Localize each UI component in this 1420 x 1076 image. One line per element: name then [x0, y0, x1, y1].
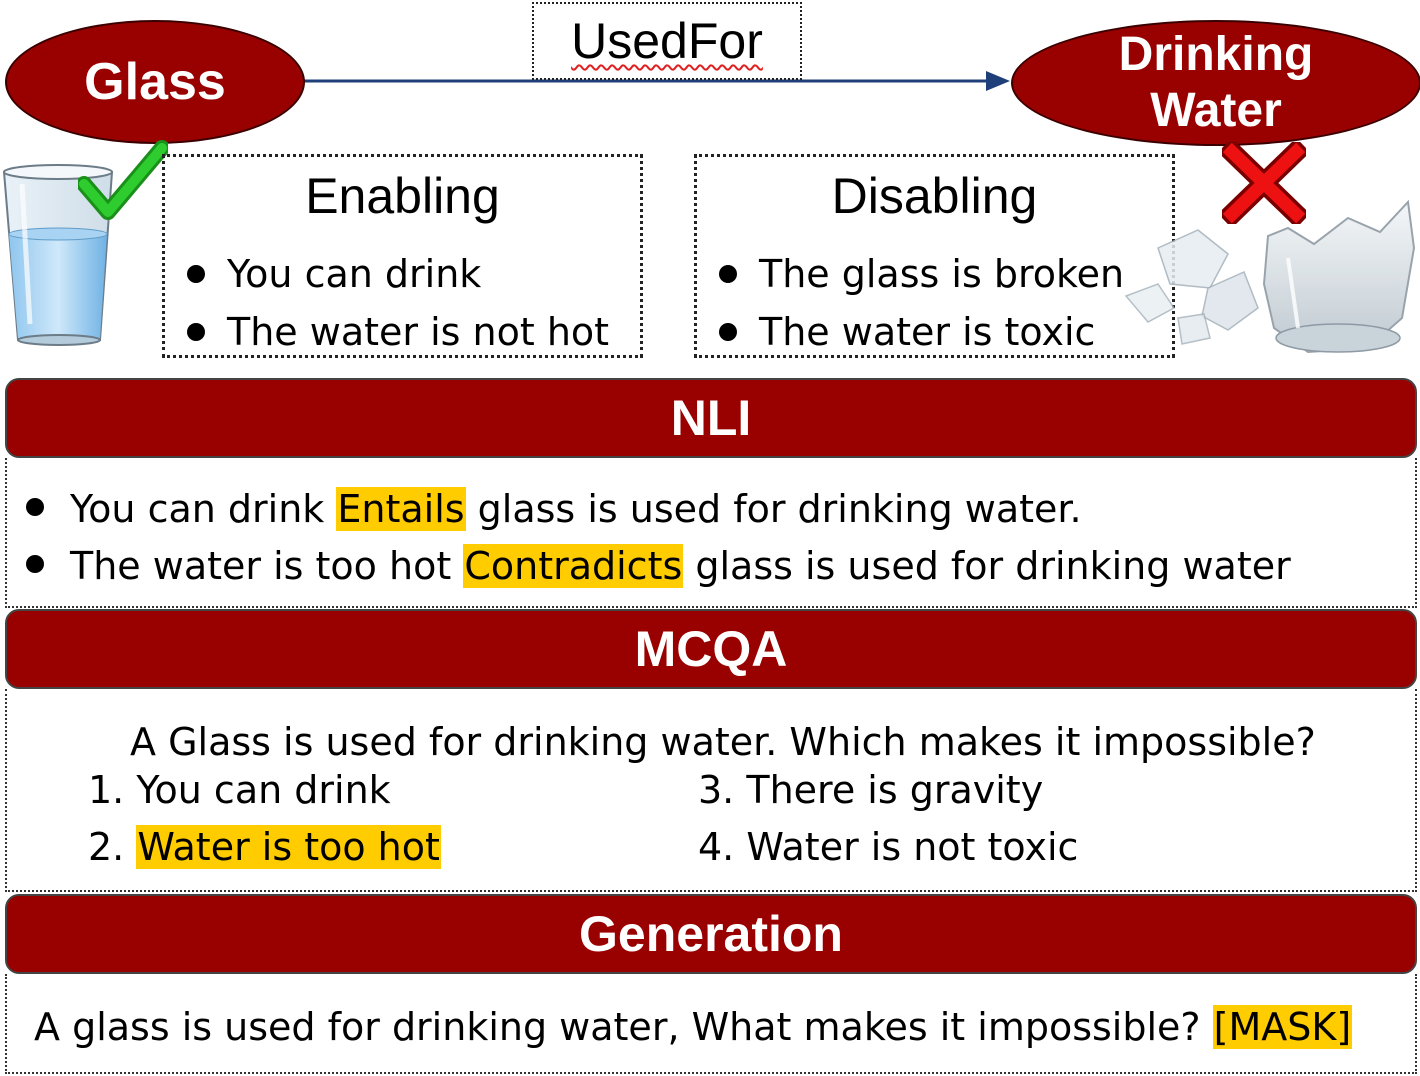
- glass-of-water-icon: [2, 164, 114, 346]
- nli-premise-2: The water is too hot: [70, 544, 464, 588]
- nli-example-1: You can drink Entails glass is used for …: [26, 486, 1082, 532]
- nli-header: NLI: [5, 378, 1417, 458]
- nli-label-entails: Entails: [336, 487, 466, 531]
- nli-label-contradicts: Contradicts: [463, 544, 684, 588]
- generation-header: Generation: [5, 894, 1417, 974]
- bullet-icon: [26, 498, 44, 516]
- disabling-item: The glass is broken: [718, 245, 1124, 303]
- disabling-box: Disabling The glass is broken The water …: [694, 154, 1175, 358]
- tail-node-drinking-water: Drinking Water: [1011, 20, 1420, 146]
- broken-glass-icon: [1124, 199, 1416, 354]
- enabling-title: Enabling: [305, 168, 500, 224]
- relation-label-box: UsedFor: [532, 2, 802, 80]
- relation-label: UsedFor: [571, 13, 763, 69]
- nli-body: [5, 458, 1417, 608]
- generation-body: [5, 974, 1417, 1074]
- enabling-item: The water is not hot: [186, 303, 609, 361]
- nli-hypothesis-1: glass is used for drinking water.: [465, 487, 1082, 531]
- mcqa-question: A Glass is used for drinking water. Whic…: [130, 720, 1316, 764]
- mcqa-header-label: MCQA: [634, 621, 788, 677]
- disabling-title: Disabling: [831, 168, 1038, 224]
- option-number: 1.: [88, 768, 125, 812]
- nli-header-label: NLI: [670, 390, 752, 446]
- option-number: 3.: [698, 768, 735, 812]
- option-text: There is gravity: [746, 768, 1044, 812]
- mcqa-header: MCQA: [5, 609, 1417, 689]
- generation-header-label: Generation: [579, 906, 843, 962]
- enabling-box: Enabling You can drink The water is not …: [162, 154, 643, 358]
- disabling-list: The glass is broken The water is toxic: [697, 245, 1124, 361]
- enabling-item: You can drink: [186, 245, 609, 303]
- option-text: You can drink: [136, 768, 391, 812]
- mask-token: [MASK]: [1212, 1005, 1353, 1049]
- mcqa-option-2: 2. Water is too hot: [88, 824, 441, 870]
- generation-prompt-text: A glass is used for drinking water, What…: [34, 1005, 1213, 1049]
- tail-node-label-line2: Water: [1150, 84, 1282, 137]
- option-number: 2.: [88, 825, 125, 869]
- option-text: Water is not toxic: [746, 825, 1079, 869]
- head-node-glass: Glass: [5, 20, 305, 144]
- mcqa-body: [5, 689, 1417, 892]
- nli-premise-1: You can drink: [70, 487, 337, 531]
- option-number: 4.: [698, 825, 735, 869]
- enabling-list: You can drink The water is not hot: [165, 245, 609, 361]
- disabling-item: The water is toxic: [718, 303, 1124, 361]
- relation-arrow: [302, 71, 1010, 91]
- generation-prompt: A glass is used for drinking water, What…: [34, 1004, 1353, 1050]
- mcqa-option-3: 3. There is gravity: [698, 767, 1043, 813]
- option-text-correct: Water is too hot: [136, 825, 441, 869]
- checkmark-icon: [78, 140, 168, 220]
- cross-icon: [1222, 142, 1306, 224]
- tail-node-label-line1: Drinking: [1118, 28, 1314, 81]
- mcqa-option-4: 4. Water is not toxic: [698, 824, 1078, 870]
- nli-example-2: The water is too hot Contradicts glass i…: [26, 543, 1291, 589]
- mcqa-option-1: 1. You can drink: [88, 767, 391, 813]
- head-node-label: Glass: [84, 53, 226, 111]
- bullet-icon: [26, 555, 44, 573]
- nli-hypothesis-2: glass is used for drinking water: [683, 544, 1291, 588]
